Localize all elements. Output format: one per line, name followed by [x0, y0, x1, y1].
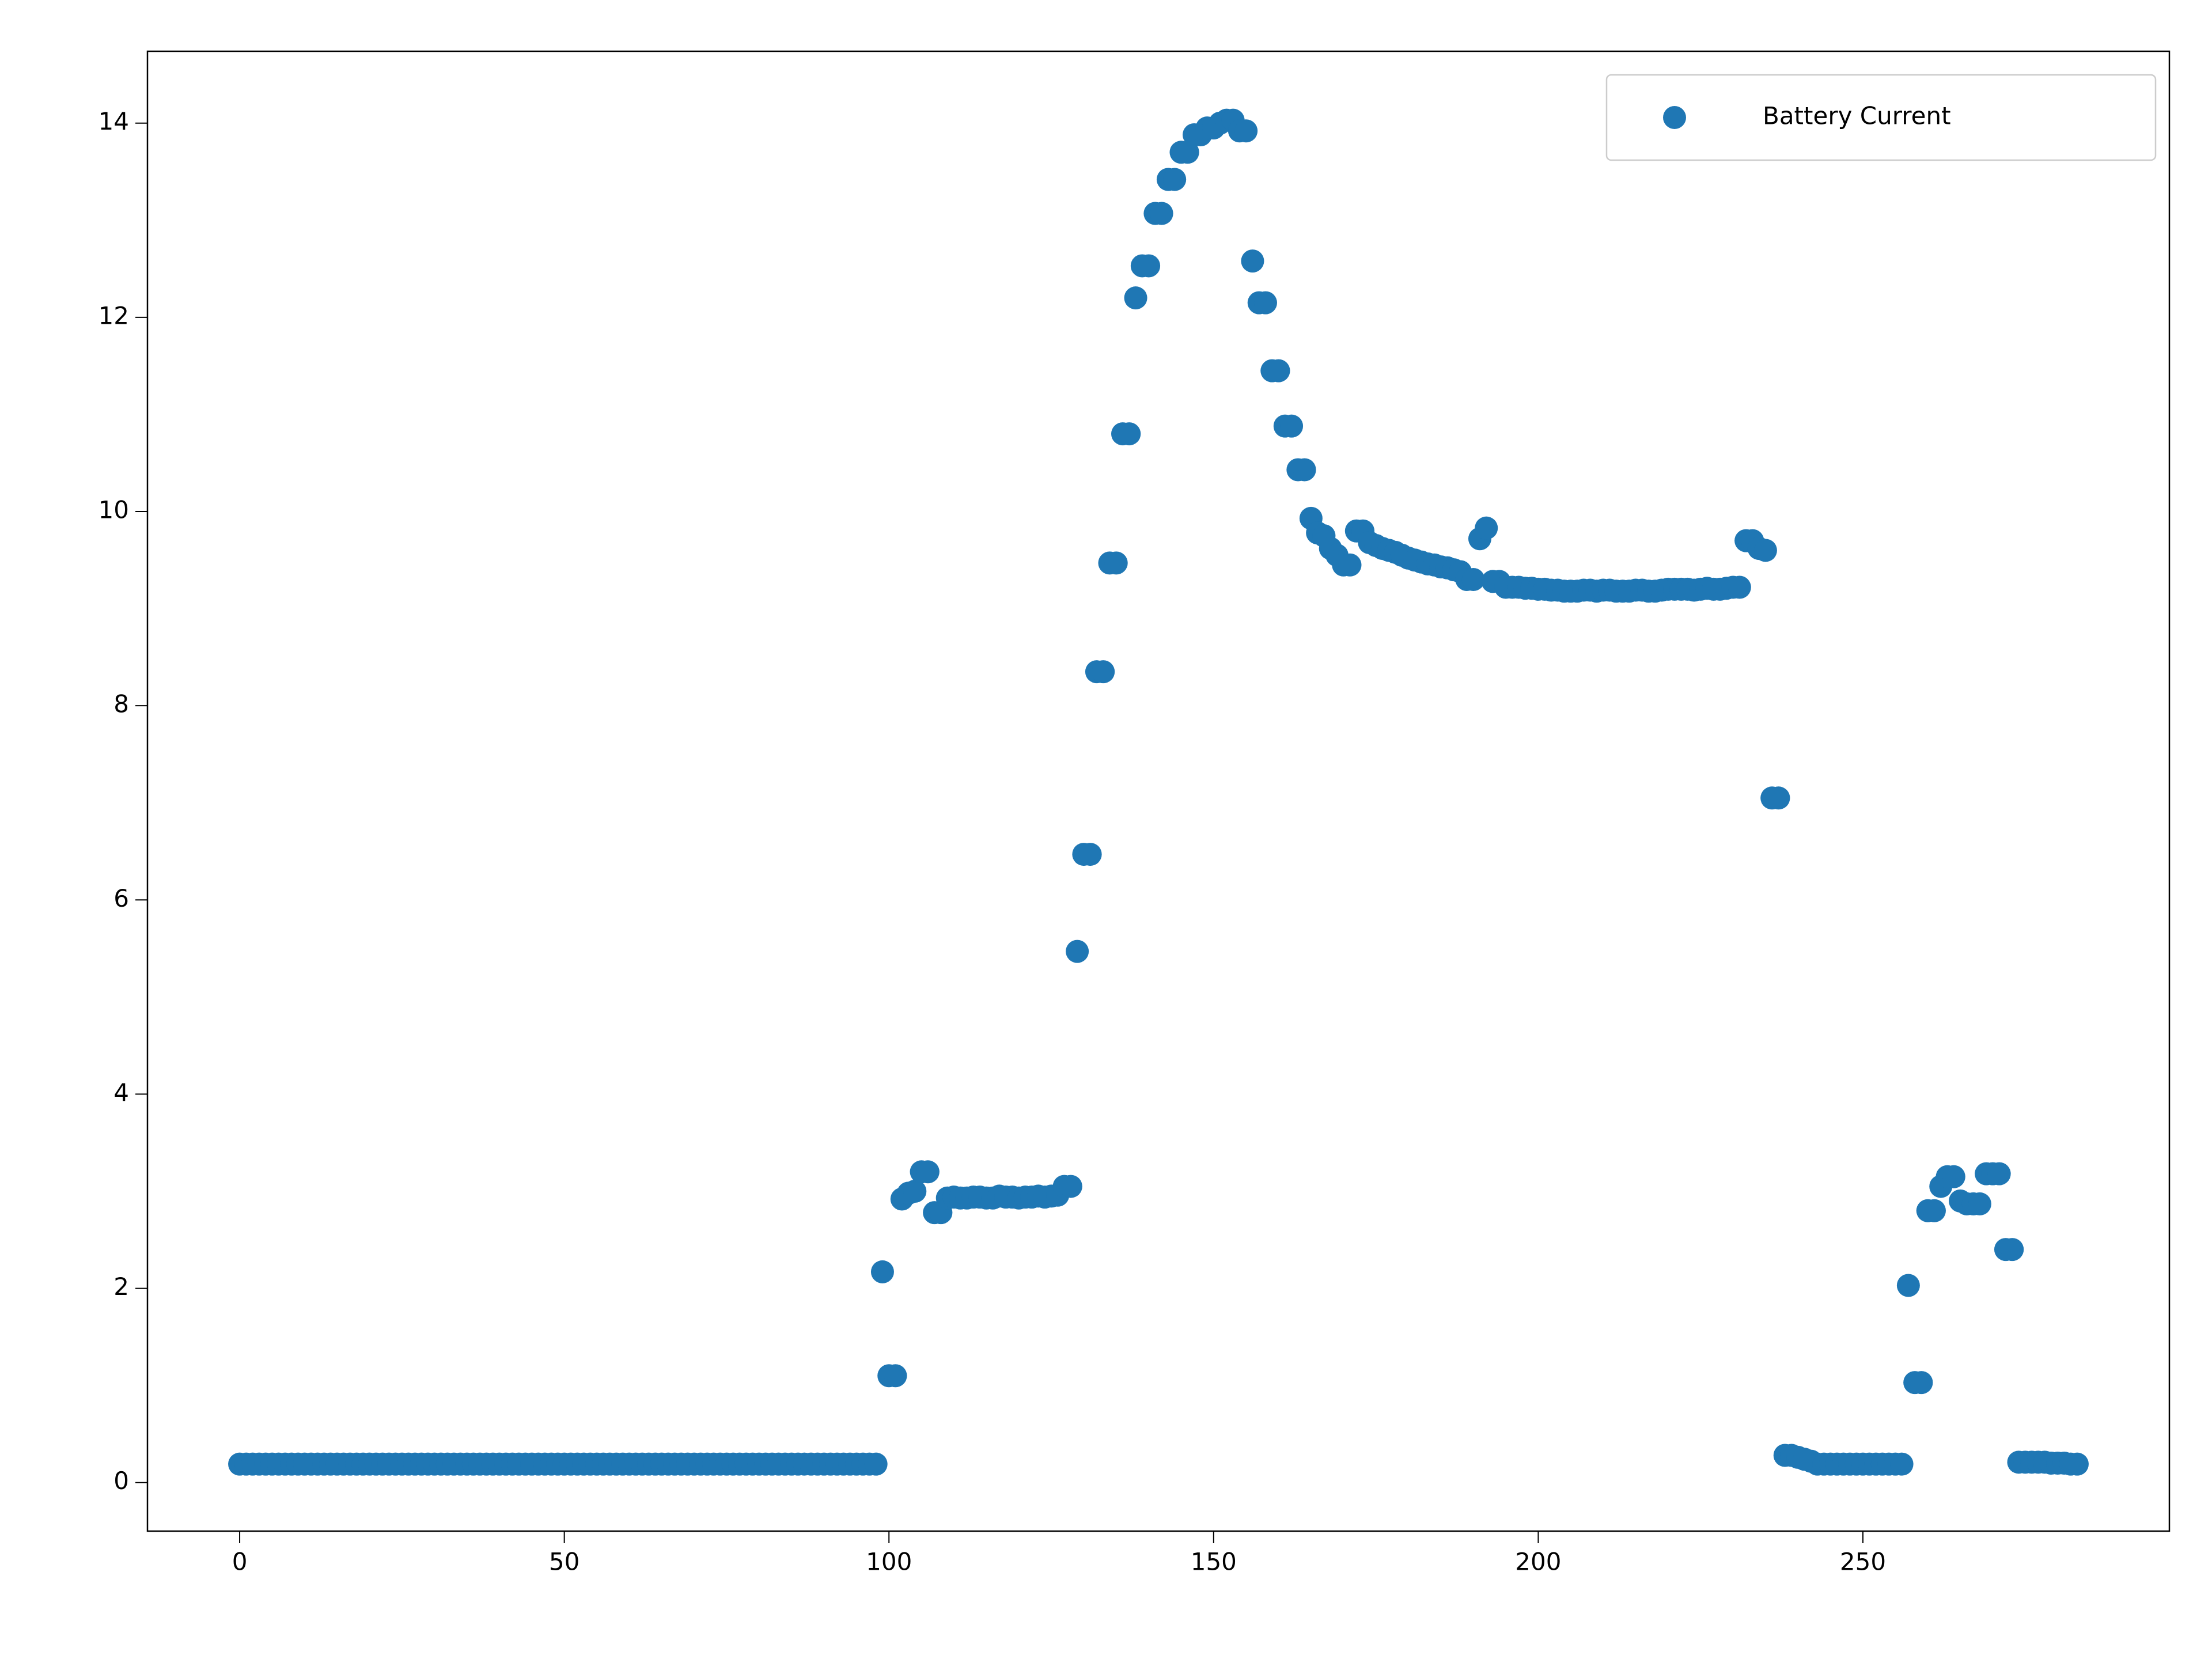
point [870, 1260, 894, 1283]
y-tick-label: 10 [99, 496, 129, 524]
series-points [228, 108, 2089, 1476]
point [1987, 1162, 2011, 1185]
y-tick-label: 4 [113, 1078, 129, 1107]
y-tick-label: 0 [113, 1467, 129, 1495]
point [1922, 1199, 1946, 1222]
point [1163, 168, 1187, 191]
point [884, 1364, 907, 1388]
x-tick-label: 150 [1191, 1548, 1237, 1576]
point [1253, 291, 1277, 315]
point [1241, 249, 1264, 273]
x-tick-label: 200 [1515, 1548, 1561, 1576]
legend-label: Battery Current [1763, 102, 1951, 130]
point [1461, 568, 1485, 592]
legend: Battery Current [1605, 74, 2157, 161]
point [2065, 1452, 2089, 1476]
point [1767, 786, 1790, 810]
point [1104, 551, 1128, 575]
point [1942, 1165, 1965, 1188]
point [1118, 422, 1141, 446]
legend-marker [1663, 106, 1686, 129]
point [2001, 1238, 2024, 1262]
point [1176, 141, 1199, 164]
point [916, 1160, 940, 1184]
y-tick-label: 14 [99, 107, 129, 135]
point [1092, 660, 1115, 684]
point [1280, 414, 1304, 438]
point [1338, 553, 1362, 577]
point [1066, 940, 1089, 963]
point [1910, 1371, 1933, 1395]
y-tick-label: 12 [99, 301, 129, 329]
x-tick-label: 0 [232, 1548, 248, 1576]
point [1293, 458, 1316, 482]
legend-box [1605, 74, 2157, 161]
point [1728, 575, 1751, 599]
point [1475, 516, 1498, 540]
point [1059, 1175, 1082, 1198]
point [903, 1180, 927, 1203]
point [1753, 539, 1777, 562]
point [1078, 843, 1102, 866]
point [1968, 1192, 1991, 1215]
x-tick-label: 100 [866, 1548, 912, 1576]
point [1267, 359, 1290, 382]
axes-frame [146, 50, 2171, 1532]
point [1137, 254, 1161, 278]
point [1124, 286, 1147, 310]
point [1234, 119, 1258, 143]
plot-area [147, 51, 2169, 1531]
x-tick-label: 250 [1840, 1548, 1886, 1576]
point [864, 1452, 888, 1476]
point [1896, 1274, 1920, 1297]
y-tick-label: 8 [113, 690, 129, 718]
y-tick-label: 6 [113, 884, 129, 912]
y-tick-label: 2 [113, 1272, 129, 1301]
point [1150, 202, 1173, 225]
x-tick-label: 50 [549, 1548, 579, 1576]
point [1890, 1452, 1914, 1476]
